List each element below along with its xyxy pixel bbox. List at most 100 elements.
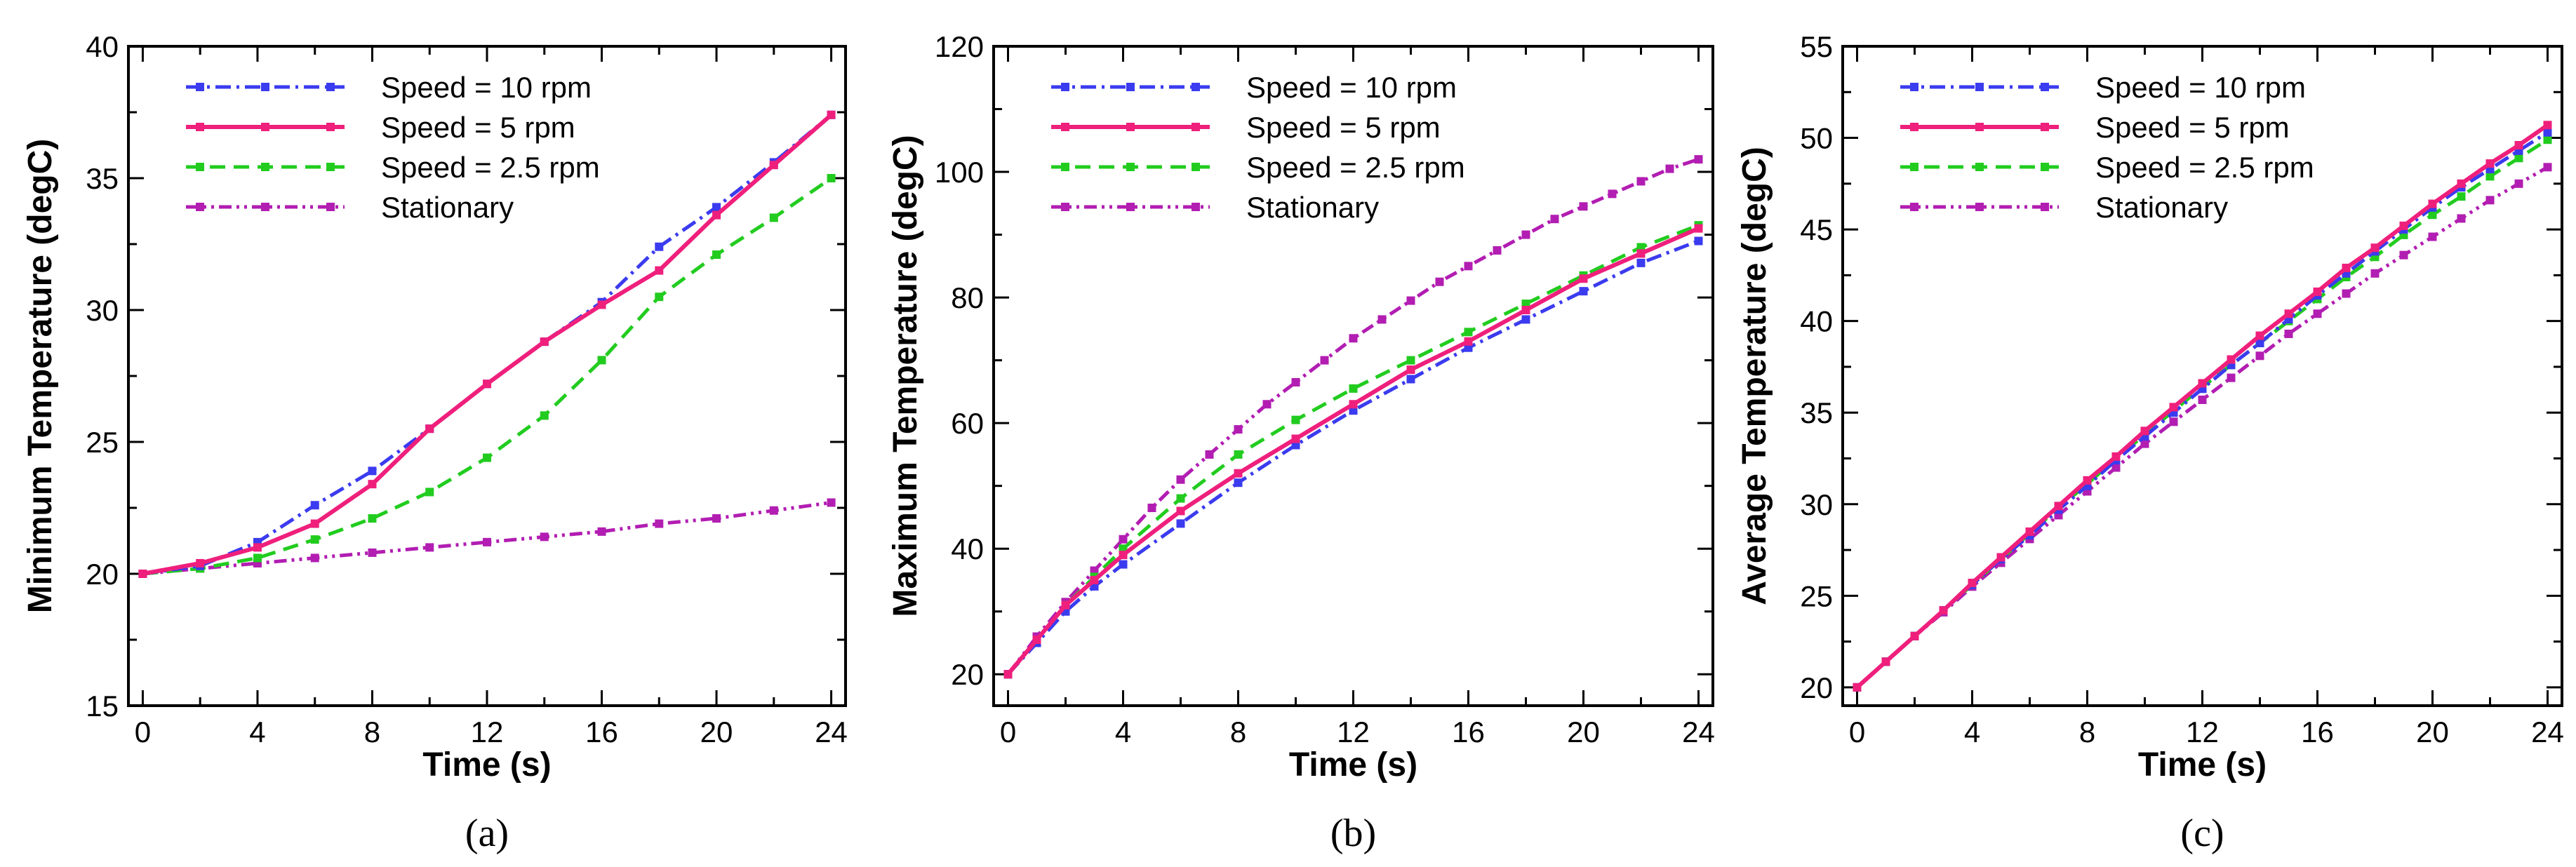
legend: Speed = 10 rpm Speed = 5 rpm Speed = 2.5 r… (1900, 71, 2314, 224)
plot-area (1853, 121, 2552, 692)
y-tick-label: 20 (86, 558, 119, 591)
series-2-point (1910, 631, 1919, 640)
legend-swatch-marker (1126, 83, 1135, 91)
legend-label: Speed = 5 rpm (381, 111, 575, 144)
series-4-point (1147, 504, 1156, 512)
legend-label: Speed = 2.5 rpm (2095, 151, 2314, 184)
legend-swatch-marker (1192, 83, 1200, 91)
series-2-point (1464, 337, 1473, 346)
series-4-point (425, 543, 434, 552)
series-2-point (1291, 434, 1300, 443)
series-2-point (1003, 670, 1013, 679)
plot-frame (1841, 45, 2563, 707)
series-3-point (1234, 450, 1243, 459)
series-4-point (2227, 373, 2236, 382)
series-2-point (712, 210, 721, 220)
legend-swatch-marker (196, 123, 204, 131)
series-3-point (2543, 135, 2552, 144)
series-3-point (483, 453, 491, 462)
legend-swatch-marker (1975, 203, 1984, 211)
legend-swatch-marker (1061, 203, 1069, 211)
x-tick-label: 0 (135, 715, 151, 748)
legend-swatch-marker (1126, 163, 1135, 171)
x-tick-label: 8 (364, 715, 380, 748)
series-4-point (2457, 214, 2466, 223)
series-1-point (368, 466, 377, 476)
series-2-point (1119, 551, 1128, 560)
series-4-point (1464, 262, 1473, 271)
series-3-point (425, 488, 434, 497)
series-4-point (2313, 309, 2322, 318)
y-tick-label: 60 (951, 407, 984, 440)
series-2-point (253, 543, 262, 552)
legend-label: Speed = 2.5 rpm (381, 151, 600, 184)
legend-swatch-marker (2041, 163, 2049, 171)
series-3-point (1291, 415, 1300, 424)
x-axis-title: Time (s) (2138, 746, 2267, 784)
series-4-point (1234, 425, 1243, 434)
series-4-point (1320, 356, 1329, 365)
series-2-point (1090, 575, 1099, 584)
series-4-point (368, 548, 377, 557)
x-tick-label: 4 (1115, 715, 1131, 748)
x-tick-label: 20 (2416, 715, 2449, 748)
series-4-point (483, 537, 491, 546)
legend: Speed = 10 rpm Speed = 5 rpm Speed = 2.5 r… (1051, 71, 1465, 224)
series-2-point (2284, 309, 2293, 318)
series-2-point (2198, 379, 2207, 388)
legend-label: Speed = 5 rpm (2095, 111, 2290, 144)
series-1-point (1694, 236, 1703, 246)
y-tick-label: 50 (1800, 122, 1833, 155)
series-4-point (2370, 269, 2380, 278)
y-tick-label: 25 (86, 426, 119, 459)
series-line-3 (142, 176, 833, 576)
legend-swatch-marker (2041, 203, 2049, 211)
series-4-point (540, 532, 549, 542)
series-2-point (2485, 159, 2495, 168)
series-4-point (769, 506, 778, 515)
x-tick-label: 0 (1849, 715, 1865, 748)
series-2-point (1853, 683, 1862, 692)
y-tick-label: 100 (935, 156, 984, 189)
x-tick-label: 24 (815, 715, 848, 748)
chart-panel-1: 0 4 8 12 16 20 24 15 20 25 30 35 40 Time (s) Minimum T… (22, 30, 848, 855)
x-tick-label: 20 (700, 715, 733, 748)
y-tick-label: 35 (86, 162, 119, 195)
y-tick-label: 35 (1800, 396, 1833, 429)
series-3-point (1406, 356, 1415, 365)
series-2-point (1349, 400, 1358, 409)
series-2-point (1234, 469, 1243, 478)
series-2-point (2399, 221, 2408, 230)
x-axis-title: Time (s) (1289, 746, 1417, 784)
legend-label: Stationary (1246, 191, 1379, 224)
legend-swatch-marker (1910, 203, 1918, 211)
y-axis-title: Maximum Temperature (degC) (887, 135, 924, 617)
legend-swatch-marker (1126, 123, 1135, 131)
series-2-point (2255, 331, 2264, 340)
legend-label: Stationary (381, 191, 514, 224)
x-tick-label: 8 (2079, 715, 2095, 748)
series-1-point (1234, 478, 1243, 488)
series-1-point (712, 203, 721, 212)
series-4-point (1694, 155, 1703, 164)
series-2-point (827, 110, 836, 119)
series-1-point (2543, 128, 2552, 137)
series-4-point (1608, 189, 1617, 199)
y-tick-label: 30 (86, 294, 119, 327)
series-2-point (2169, 403, 2178, 412)
series-2-point (655, 266, 664, 275)
legend: Speed = 10 rpm Speed = 5 rpm Speed = 2.5 r… (186, 71, 600, 224)
series-3-point (712, 250, 721, 260)
series-3-point (1349, 384, 1358, 393)
legend-label: Stationary (2095, 191, 2228, 224)
legend-swatch-marker (261, 203, 269, 211)
series-4-point (1493, 246, 1502, 255)
series-1-point (1579, 287, 1588, 296)
series-2-point (2514, 141, 2523, 149)
x-tick-label: 20 (1567, 715, 1600, 748)
x-tick-label: 4 (249, 715, 265, 748)
plot-frame (992, 45, 1714, 707)
series-4-point (2140, 439, 2149, 448)
series-2-point (483, 379, 491, 389)
x-axis-title: Time (s) (422, 746, 551, 784)
